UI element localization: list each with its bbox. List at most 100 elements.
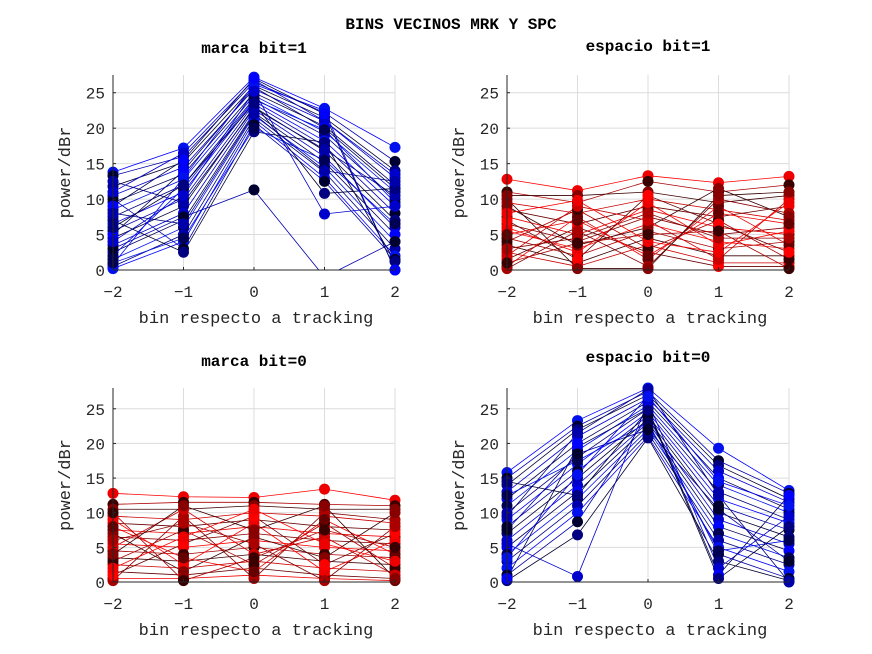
y-tick-label: 10 — [480, 506, 499, 524]
data-point-s23-x1 — [713, 503, 724, 515]
data-point-s24-x0 — [248, 524, 260, 536]
data-point-s23-x2 — [389, 541, 401, 553]
data-point-s20-x1 — [319, 124, 330, 136]
x-tick-label: 1 — [714, 284, 724, 302]
y-tick-label: 20 — [480, 121, 499, 139]
y-tick-label: 20 — [86, 436, 105, 454]
x-tick-label: −2 — [103, 284, 122, 302]
data-point-s21-x2 — [783, 232, 795, 244]
data-point-s22-x0 — [248, 503, 260, 515]
series-line-s1 — [507, 388, 789, 491]
data-point-s18-x2 — [783, 510, 795, 522]
data-point-s1-x1 — [319, 483, 330, 495]
subplot-title: espacio bit=0 — [586, 349, 711, 367]
data-point-s17-x2 — [389, 255, 401, 267]
data-point-s22-x-1 — [572, 195, 583, 207]
data-point-s25-x-1 — [178, 190, 189, 202]
figure-suptitle: BINS VECINOS MRK Y SPC — [345, 16, 557, 34]
x-axis-label: bin respecto a tracking — [533, 310, 768, 329]
x-tick-label: 0 — [643, 284, 653, 302]
data-point-s28-x2 — [389, 175, 401, 187]
data-point-s20-x1 — [713, 207, 724, 219]
data-point-s25-x1 — [319, 208, 330, 220]
data-point-s24-x2 — [783, 521, 795, 533]
data-point-s24-x-1 — [178, 500, 189, 512]
data-point-s2-x0 — [642, 175, 654, 187]
data-point-s20-x0 — [642, 250, 654, 262]
data-point-s18-x-1 — [572, 570, 583, 582]
y-tick-label: 0 — [95, 575, 105, 593]
y-tick-label: 15 — [86, 157, 105, 175]
data-point-s16-x-1 — [572, 516, 583, 528]
data-point-s24-x-1 — [178, 179, 189, 191]
data-point-s19-x-1 — [572, 253, 583, 265]
data-point-s27-x-1 — [178, 232, 189, 244]
data-point-s21-x-1 — [178, 517, 189, 529]
y-tick-label: 5 — [95, 228, 105, 246]
data-point-s25-x0 — [248, 85, 260, 97]
data-point-s24-x2 — [389, 573, 401, 585]
y-tick-label: 5 — [489, 228, 499, 246]
x-tick-label: 1 — [320, 596, 330, 614]
y-tick-label: 0 — [95, 263, 105, 281]
y-axis-label: power/dBr — [57, 127, 76, 219]
data-point-s27-x0 — [248, 122, 260, 134]
y-tick-label: 10 — [86, 192, 105, 210]
data-point-s21-x0 — [642, 207, 654, 219]
data-point-s20-x-1 — [572, 214, 583, 226]
y-tick-label: 5 — [489, 540, 499, 558]
data-point-s1-x2 — [389, 141, 401, 153]
y-tick-label: 25 — [86, 402, 105, 420]
y-tick-label: 15 — [480, 157, 499, 175]
data-point-s24-x0 — [248, 97, 260, 109]
data-point-s20-x2 — [783, 534, 795, 546]
data-point-s24-x0 — [642, 404, 654, 416]
data-point-s24-x1 — [319, 187, 330, 199]
y-tick-label: 0 — [489, 263, 499, 281]
data-point-s17-x-1 — [572, 529, 583, 541]
data-point-s1-x2 — [783, 170, 795, 182]
data-point-s2-x2 — [389, 156, 401, 168]
data-point-s19-x0 — [642, 190, 654, 202]
y-tick-label: 10 — [480, 192, 499, 210]
x-tick-label: −1 — [568, 596, 587, 614]
x-tick-label: 2 — [784, 596, 794, 614]
data-point-s23-x-1 — [572, 448, 583, 460]
data-point-s20-x1 — [713, 545, 724, 557]
data-point-s24-x1 — [713, 190, 724, 202]
data-point-s23-x0 — [642, 229, 654, 241]
x-tick-label: −1 — [568, 284, 587, 302]
x-axis-label: bin respecto a tracking — [139, 310, 374, 329]
data-point-s23-x0 — [642, 424, 654, 436]
data-point-s26-x1 — [319, 108, 330, 120]
data-point-s25-x2 — [389, 200, 401, 212]
x-tick-label: 2 — [390, 284, 400, 302]
data-point-s23-x2 — [783, 555, 795, 567]
data-point-s27-x1 — [319, 154, 330, 166]
data-point-s23-x-1 — [572, 237, 583, 249]
data-point-s26-x0 — [248, 73, 260, 85]
data-point-s17-x-1 — [178, 566, 189, 578]
y-tick-label: 25 — [86, 86, 105, 104]
data-point-s28-x1 — [319, 165, 330, 177]
data-point-s24-x-1 — [572, 489, 583, 501]
y-axis-label: power/dBr — [57, 439, 76, 531]
x-tick-label: 0 — [249, 596, 259, 614]
y-tick-label: 20 — [86, 121, 105, 139]
data-point-s21-x1 — [319, 143, 330, 155]
x-axis-label: bin respecto a tracking — [533, 622, 768, 641]
data-point-s21-x1 — [713, 489, 724, 501]
data-point-s17-x2 — [389, 507, 401, 519]
data-point-s22-x0 — [642, 390, 654, 402]
data-point-s24-x1 — [713, 573, 724, 585]
x-tick-label: −2 — [497, 596, 516, 614]
y-tick-label: 10 — [86, 506, 105, 524]
subplot-title: marca bit=1 — [201, 40, 307, 58]
data-point-s19-x2 — [783, 246, 795, 258]
data-point-s23-x0 — [248, 552, 260, 564]
y-tick-label: 0 — [489, 575, 499, 593]
